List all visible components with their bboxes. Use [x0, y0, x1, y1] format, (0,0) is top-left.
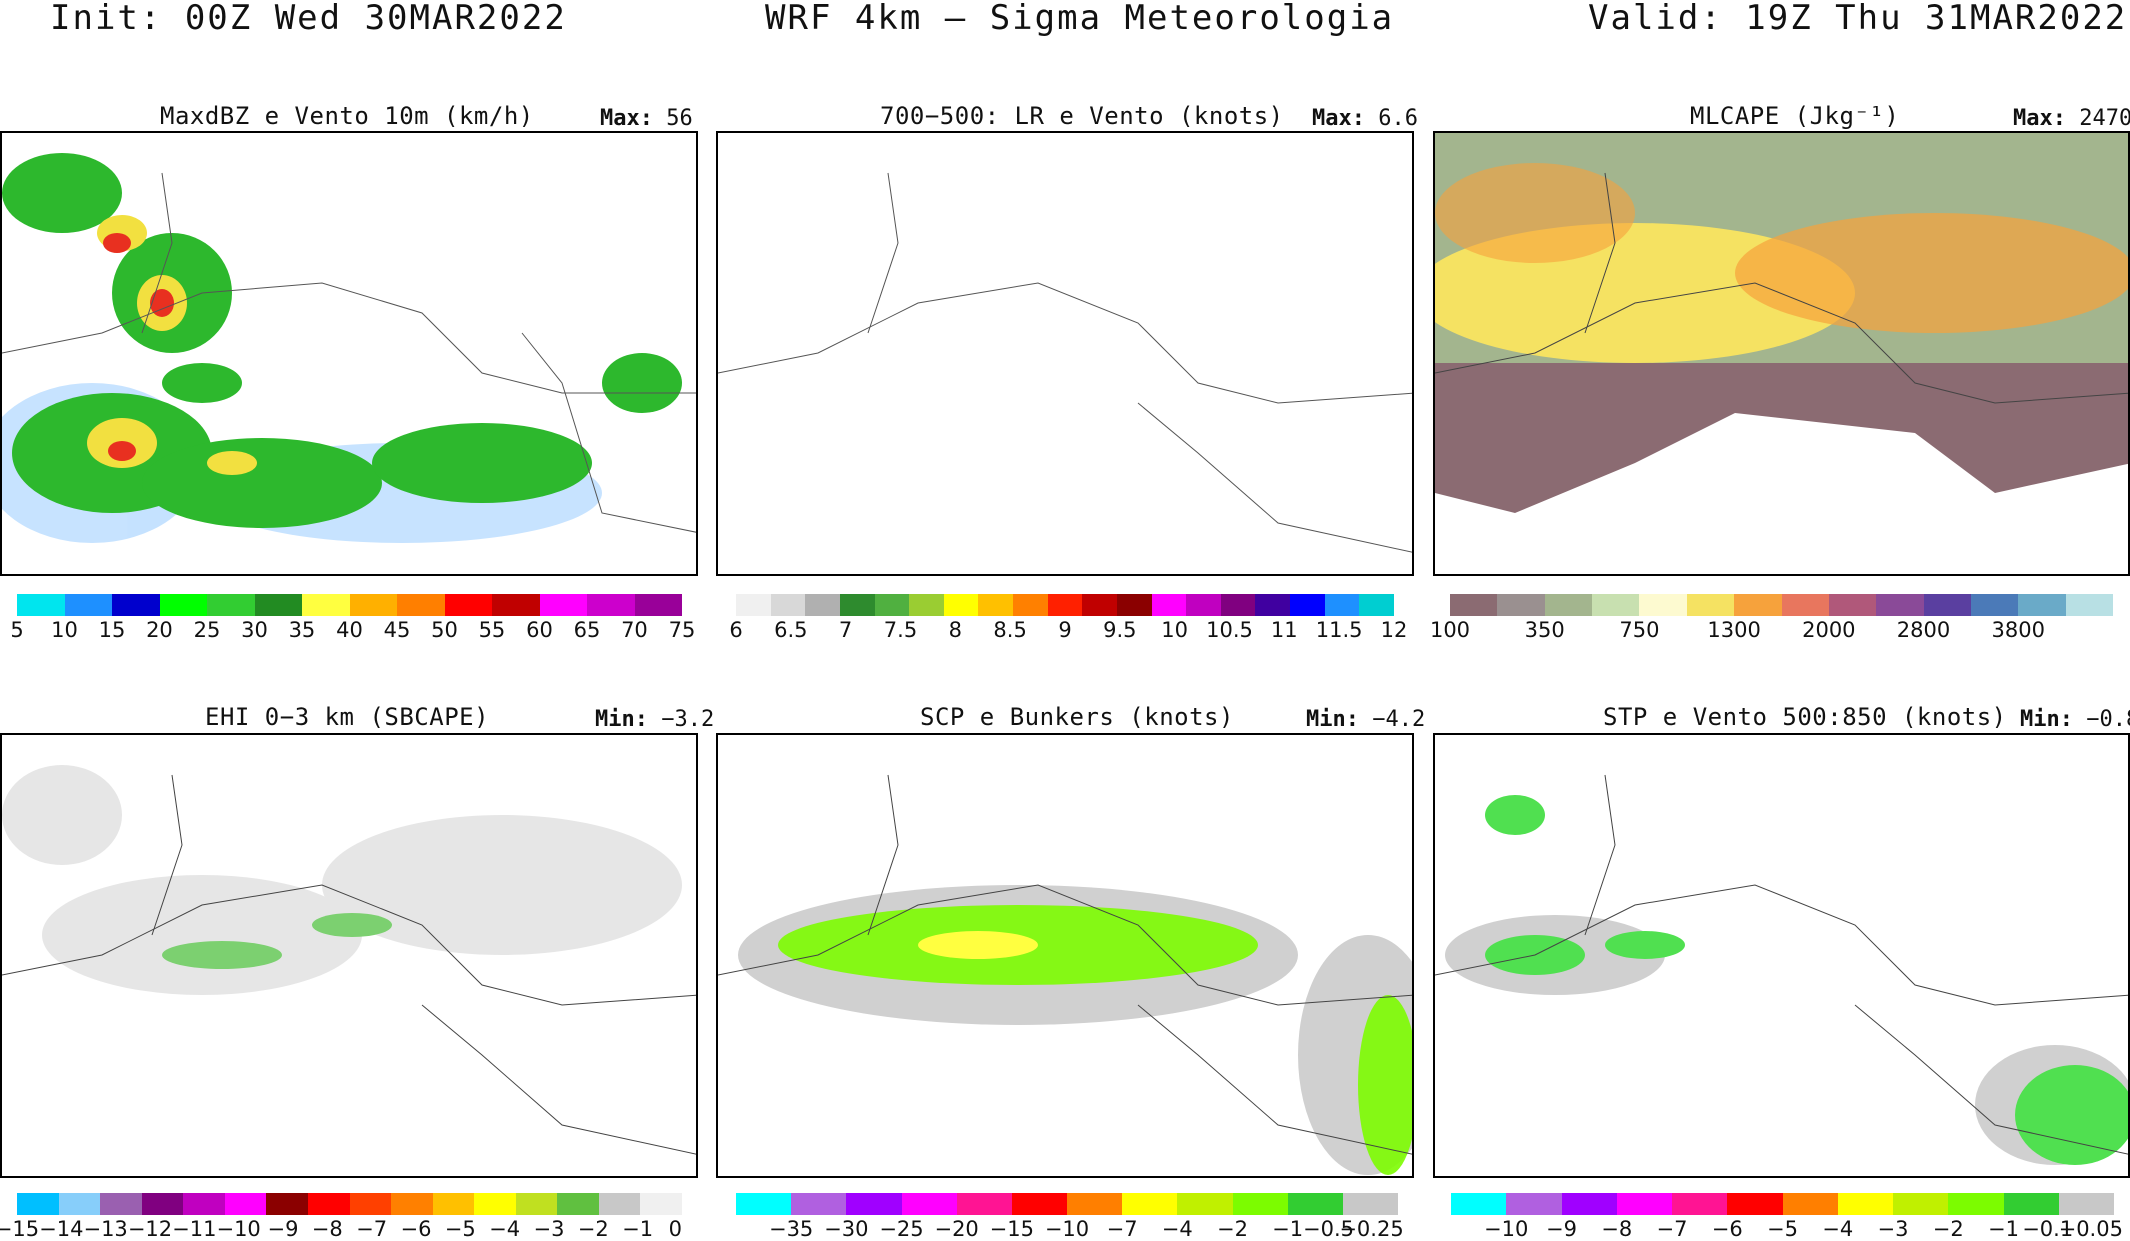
colorbar-lapse-rate — [736, 594, 1394, 616]
colorbar-labels-mlcape: 100 350 750 1300 2000 2800 3800 — [1429, 618, 2045, 642]
colorbar-ehi — [17, 1193, 682, 1215]
colorbar-labels-maxdbz: 5 10 15 20 25 30 35 40 45 50 55 60 65 70 75 — [10, 618, 696, 642]
map-mlcape — [1433, 131, 2130, 576]
panel-title-mlcape: MLCAPE (Jkg⁻¹) — [1690, 102, 1900, 130]
colorbar-stp — [1451, 1193, 2114, 1215]
panel-stat-ehi: Min: −3.2 — [595, 707, 715, 732]
colorbar-labels-stp: −10 −9 −8 −7 −6 −5 −4 −3 −2 −1 −0.1 −0.05 — [1484, 1217, 2123, 1241]
panel-stat-mlcape: Max: 2470 — [2013, 106, 2130, 131]
panel-stat-stp: Min: −0.8 — [2020, 707, 2130, 732]
valid-time-label: Valid: 19Z Thu 31MAR2022 — [1588, 0, 2128, 38]
map-ehi — [0, 733, 698, 1178]
model-title: WRF 4km — Sigma Meteorologia — [765, 0, 1395, 38]
map-stp-graphic — [1435, 774, 2128, 1165]
colorbar-labels-lapse-rate: 6 6.5 7 7.5 8 8.5 9 9.5 10 10.5 11 11.5 12 — [729, 618, 1408, 642]
map-maxdbz-graphic — [2, 153, 696, 543]
panel-title-stp: STP e Vento 500:850 (knots) — [1603, 703, 2007, 731]
map-ehi-graphic — [2, 765, 696, 1155]
map-mlcape-graphic — [1435, 133, 2128, 513]
panel-title-lapse-rate: 700−500: LR e Vento (knots) — [880, 102, 1284, 130]
map-stp — [1433, 733, 2130, 1178]
colorbar-scp — [736, 1193, 1399, 1215]
colorbar-labels-scp: −35 −30 −25 −20 −15 −10 −7 −4 −2 −1 −0.5 −0.25 — [768, 1217, 1404, 1241]
map-lapse-rate — [716, 131, 1414, 576]
panel-stat-lapse-rate: Max: 6.6 — [1312, 106, 1418, 131]
panel-title-maxdbz: MaxdBZ e Vento 10m (km/h) — [160, 102, 534, 130]
panel-title-ehi: EHI 0−3 km (SBCAPE) — [205, 703, 490, 731]
map-lapse-rate-graphic — [718, 172, 1412, 553]
map-scp-graphic — [718, 774, 1412, 1175]
colorbar-labels-ehi: −15 −14 −13 −12 −11 −10 −9 −8 −7 −6 −5 −4 −3 −2 −1 0 — [0, 1217, 683, 1241]
panel-stat-scp: Min: −4.2 — [1306, 707, 1426, 732]
map-maxdbz — [0, 131, 698, 576]
init-time-label: Init: 00Z Wed 30MAR2022 — [50, 0, 567, 38]
panel-stat-maxdbz: Max: 56 — [600, 106, 693, 131]
colorbar-mlcape — [1450, 594, 2114, 616]
map-scp — [716, 733, 1414, 1178]
colorbar-maxdbz — [17, 594, 682, 616]
panel-title-scp: SCP e Bunkers (knots) — [920, 703, 1234, 731]
